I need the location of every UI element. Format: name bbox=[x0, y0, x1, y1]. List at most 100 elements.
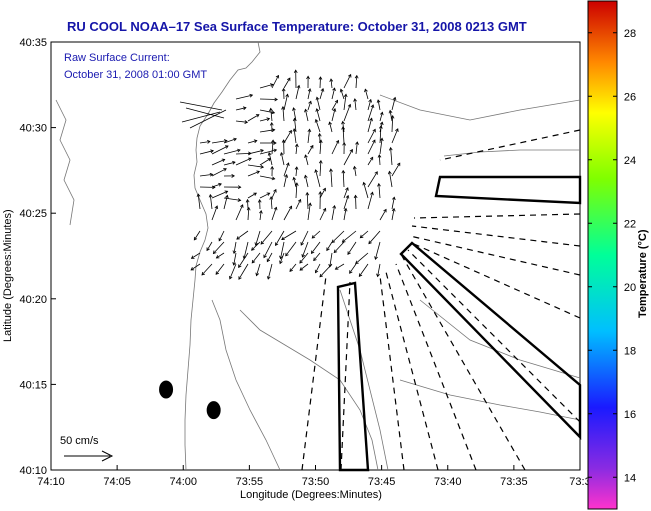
current-vector-head bbox=[305, 191, 310, 196]
current-vector-head bbox=[355, 141, 359, 145]
current-vector bbox=[313, 252, 321, 261]
isobath-2 bbox=[239, 309, 379, 471]
current-vector bbox=[333, 241, 345, 253]
current-vector bbox=[223, 149, 241, 155]
current-vector bbox=[289, 263, 297, 272]
current-vector-head bbox=[218, 237, 222, 242]
current-vector-head bbox=[274, 97, 278, 102]
current-vector-head bbox=[221, 158, 226, 163]
current-vector-head bbox=[313, 257, 317, 262]
current-vector bbox=[191, 252, 201, 259]
current-vector bbox=[367, 139, 376, 155]
current-vector-head bbox=[288, 205, 293, 210]
current-vector-head bbox=[246, 206, 251, 211]
current-vector-head bbox=[257, 199, 262, 203]
current-vector-head bbox=[287, 77, 291, 82]
current-vector-head bbox=[285, 252, 289, 257]
current-vector-head bbox=[343, 93, 348, 98]
current-vector-head bbox=[273, 206, 278, 211]
current-vector-head bbox=[223, 168, 227, 172]
colorbar-tick-label: 16 bbox=[624, 409, 636, 421]
current-vector-head bbox=[281, 106, 285, 110]
current-vector bbox=[379, 112, 383, 122]
current-vector bbox=[283, 77, 291, 89]
current-vector-head bbox=[376, 273, 380, 278]
current-vector bbox=[238, 263, 249, 280]
current-vector bbox=[330, 168, 333, 188]
current-vector-head bbox=[311, 235, 316, 239]
current-vector bbox=[259, 109, 275, 114]
current-vector-head bbox=[308, 100, 312, 105]
current-vector-head bbox=[271, 128, 276, 132]
current-vector-head bbox=[299, 259, 303, 264]
current-vector-head bbox=[372, 128, 376, 133]
x-tick-label: 73:50 bbox=[302, 476, 330, 488]
radial-line bbox=[340, 281, 351, 471]
current-vector bbox=[391, 128, 399, 144]
radial-line bbox=[439, 129, 581, 161]
current-vector-head bbox=[269, 196, 274, 200]
current-vector-head bbox=[315, 108, 320, 112]
current-vector-head bbox=[233, 137, 237, 142]
x-axis-ticks: 74:10 74:05 74:00 73:55 73:50 73:45 73:40 73:35… bbox=[37, 465, 591, 488]
x-tick-label: 74:10 bbox=[37, 476, 65, 488]
current-vector bbox=[331, 100, 338, 111]
y-tick-label: 40:10 bbox=[19, 465, 47, 477]
colorbar-tick-label: 14 bbox=[624, 472, 636, 484]
current-vector bbox=[236, 230, 249, 240]
current-vector bbox=[211, 190, 228, 199]
current-vector-head bbox=[342, 142, 347, 146]
current-vector bbox=[215, 263, 225, 275]
current-vector bbox=[355, 141, 358, 155]
current-vector bbox=[267, 263, 273, 280]
colorbar-label: Temperature (°C) bbox=[637, 229, 649, 318]
current-vector bbox=[343, 74, 352, 89]
current-vector bbox=[315, 263, 321, 273]
current-vector-head bbox=[307, 88, 312, 92]
current-vector bbox=[190, 263, 201, 271]
current-vector bbox=[335, 263, 345, 270]
current-vector-head bbox=[266, 192, 271, 196]
current-vector-head bbox=[341, 126, 346, 130]
radial-line bbox=[413, 243, 581, 319]
current-vector bbox=[295, 199, 301, 210]
current-vector-head bbox=[332, 108, 337, 112]
current-vector bbox=[185, 107, 225, 119]
current-vector-head bbox=[314, 118, 319, 123]
current-vector bbox=[235, 107, 246, 111]
colorbar-tick-label: 26 bbox=[624, 91, 636, 103]
current-vector bbox=[238, 252, 249, 268]
current-vector-head bbox=[299, 267, 304, 271]
current-vector-head bbox=[225, 194, 229, 199]
current-vector bbox=[247, 114, 260, 122]
current-vector bbox=[363, 182, 369, 199]
current-vector bbox=[307, 101, 312, 111]
x-tick-label: 74:05 bbox=[103, 476, 131, 488]
plot-frame bbox=[50, 41, 581, 471]
current-vector-head bbox=[253, 139, 258, 144]
current-vector-head bbox=[362, 181, 367, 186]
current-vector bbox=[259, 192, 270, 199]
station-2-marker bbox=[206, 401, 221, 420]
current-vector-head bbox=[242, 106, 247, 111]
current-vector bbox=[270, 196, 273, 210]
current-vector bbox=[342, 230, 357, 243]
current-vector-head bbox=[236, 236, 240, 240]
current-vector-head bbox=[322, 187, 326, 192]
current-vector bbox=[260, 230, 273, 245]
current-vector-head bbox=[308, 202, 312, 207]
current-vector bbox=[259, 158, 271, 166]
current-vector bbox=[329, 252, 333, 267]
current-vector-head bbox=[251, 259, 256, 264]
current-vector-head bbox=[368, 240, 372, 245]
current-vector bbox=[211, 183, 222, 188]
current-vector bbox=[315, 169, 321, 188]
current-vector bbox=[305, 109, 309, 122]
y-axis-ticks: 40:35 40:30 40:25 40:20 40:15 40:10 bbox=[19, 37, 56, 477]
current-vector bbox=[294, 118, 297, 133]
current-vector bbox=[343, 94, 347, 111]
current-vector bbox=[197, 194, 201, 210]
current-vector-head bbox=[237, 198, 242, 202]
current-vector bbox=[271, 75, 279, 89]
